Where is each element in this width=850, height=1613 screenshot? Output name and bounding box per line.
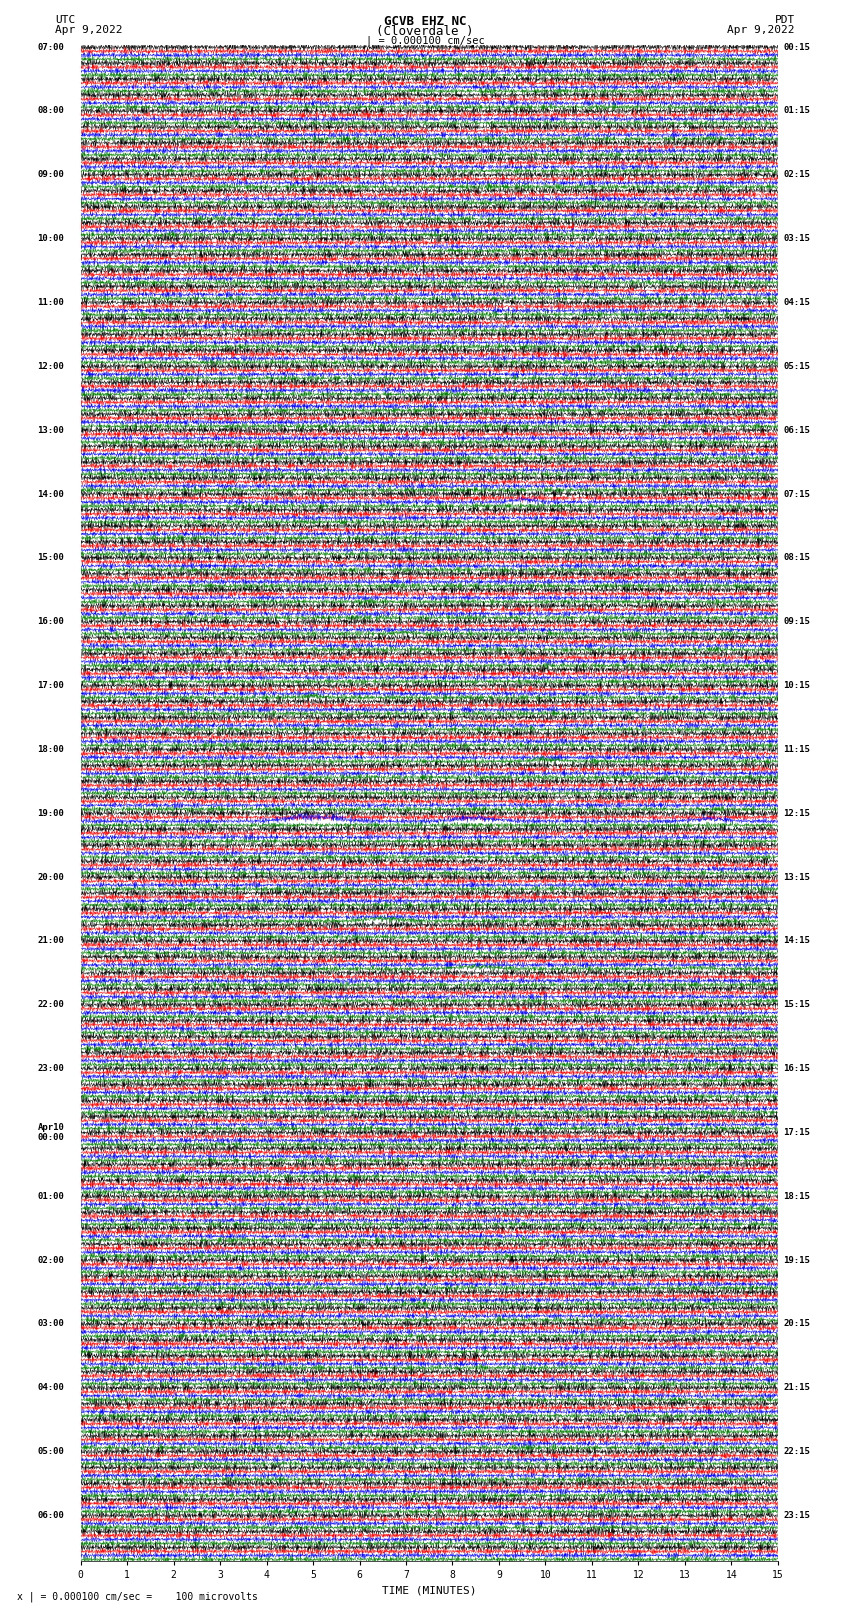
Text: 12:15: 12:15 <box>784 808 810 818</box>
Text: 19:15: 19:15 <box>784 1255 810 1265</box>
Text: 07:15: 07:15 <box>784 489 810 498</box>
Text: 05:00: 05:00 <box>37 1447 65 1457</box>
Text: 01:00: 01:00 <box>37 1192 65 1200</box>
Text: PDT: PDT <box>774 16 795 26</box>
Text: 04:15: 04:15 <box>784 298 810 306</box>
Text: 08:15: 08:15 <box>784 553 810 563</box>
Text: 23:15: 23:15 <box>784 1511 810 1519</box>
Text: 14:00: 14:00 <box>37 489 65 498</box>
Text: 13:00: 13:00 <box>37 426 65 436</box>
Text: Apr 9,2022: Apr 9,2022 <box>728 26 795 35</box>
Text: 06:00: 06:00 <box>37 1511 65 1519</box>
Text: 22:00: 22:00 <box>37 1000 65 1010</box>
X-axis label: TIME (MINUTES): TIME (MINUTES) <box>382 1586 477 1595</box>
Text: Apr10
00:00: Apr10 00:00 <box>37 1123 65 1142</box>
Text: 09:15: 09:15 <box>784 618 810 626</box>
Text: 14:15: 14:15 <box>784 937 810 945</box>
Text: 07:00: 07:00 <box>37 42 65 52</box>
Text: 16:00: 16:00 <box>37 618 65 626</box>
Text: 17:15: 17:15 <box>784 1127 810 1137</box>
Text: 15:15: 15:15 <box>784 1000 810 1010</box>
Text: 21:00: 21:00 <box>37 937 65 945</box>
Text: 20:15: 20:15 <box>784 1319 810 1329</box>
Text: 01:15: 01:15 <box>784 106 810 116</box>
Text: 23:00: 23:00 <box>37 1065 65 1073</box>
Text: (Cloverdale ): (Cloverdale ) <box>377 26 473 39</box>
Text: 19:00: 19:00 <box>37 808 65 818</box>
Text: 12:00: 12:00 <box>37 361 65 371</box>
Text: 21:15: 21:15 <box>784 1384 810 1392</box>
Text: x | = 0.000100 cm/sec =    100 microvolts: x | = 0.000100 cm/sec = 100 microvolts <box>17 1590 258 1602</box>
Text: 22:15: 22:15 <box>784 1447 810 1457</box>
Text: 05:15: 05:15 <box>784 361 810 371</box>
Text: 16:15: 16:15 <box>784 1065 810 1073</box>
Text: 17:00: 17:00 <box>37 681 65 690</box>
Text: | = 0.000100 cm/sec: | = 0.000100 cm/sec <box>366 35 484 47</box>
Text: 00:15: 00:15 <box>784 42 810 52</box>
Text: 11:15: 11:15 <box>784 745 810 753</box>
Text: GCVB EHZ NC: GCVB EHZ NC <box>383 16 467 29</box>
Text: 02:00: 02:00 <box>37 1255 65 1265</box>
Text: 18:00: 18:00 <box>37 745 65 753</box>
Text: UTC: UTC <box>55 16 76 26</box>
Text: 18:15: 18:15 <box>784 1192 810 1200</box>
Text: 11:00: 11:00 <box>37 298 65 306</box>
Text: 20:00: 20:00 <box>37 873 65 882</box>
Text: 04:00: 04:00 <box>37 1384 65 1392</box>
Text: 03:00: 03:00 <box>37 1319 65 1329</box>
Text: 15:00: 15:00 <box>37 553 65 563</box>
Text: 10:15: 10:15 <box>784 681 810 690</box>
Text: 09:00: 09:00 <box>37 171 65 179</box>
Text: 10:00: 10:00 <box>37 234 65 244</box>
Text: 08:00: 08:00 <box>37 106 65 116</box>
Text: 06:15: 06:15 <box>784 426 810 436</box>
Text: Apr 9,2022: Apr 9,2022 <box>55 26 122 35</box>
Text: 13:15: 13:15 <box>784 873 810 882</box>
Text: 02:15: 02:15 <box>784 171 810 179</box>
Text: 03:15: 03:15 <box>784 234 810 244</box>
